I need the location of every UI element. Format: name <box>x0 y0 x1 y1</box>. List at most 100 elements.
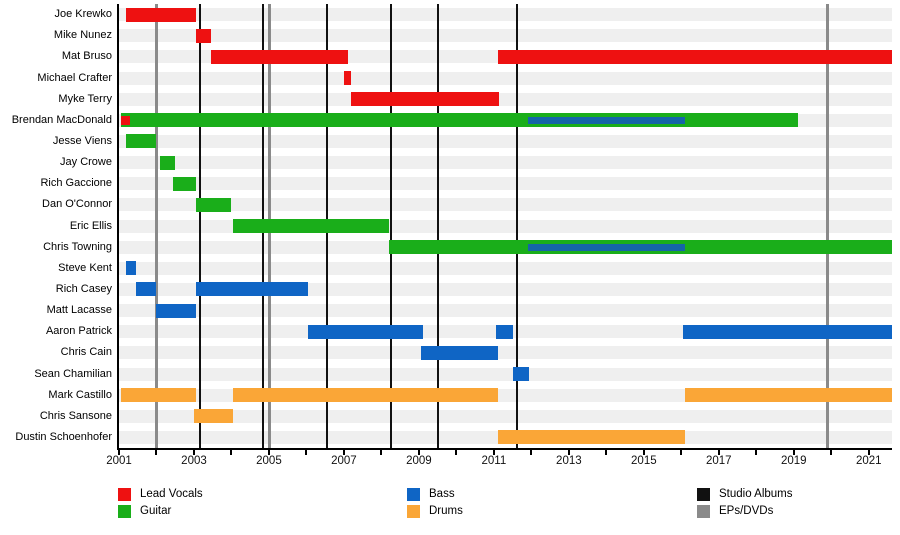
timeline-bar <box>351 92 500 107</box>
member-label: Dan O'Connor <box>42 198 112 211</box>
x-axis-tick-label: 2009 <box>406 455 432 467</box>
timeline-bar <box>126 7 196 22</box>
x-axis-tick <box>342 450 345 455</box>
timeline-bar <box>420 345 498 360</box>
timeline-bar <box>685 388 892 403</box>
x-axis-tick <box>155 450 158 455</box>
legend-swatch <box>697 488 710 501</box>
timeline-bar <box>195 282 309 297</box>
timeline-bar <box>193 409 234 424</box>
timeline-bar <box>173 176 196 191</box>
studio-album-line <box>198 4 201 448</box>
timeline-bar <box>195 197 232 212</box>
row-stripe <box>119 304 892 318</box>
x-axis-tick-label: 2013 <box>556 455 582 467</box>
member-label: Eric Ellis <box>69 219 112 232</box>
legend-item: EPs/DVDs <box>697 505 877 519</box>
legend-swatch <box>407 488 420 501</box>
row-stripe <box>119 134 892 148</box>
legend-label: Studio Albums <box>719 488 793 500</box>
member-label: Mat Bruso <box>61 50 112 63</box>
x-axis-tick-label: 2007 <box>331 455 357 467</box>
member-label: Rich Gaccione <box>40 177 112 190</box>
legend-label: EPs/DVDs <box>719 505 774 517</box>
timeline-bar <box>233 388 498 403</box>
member-label: Mike Nunez <box>53 29 112 42</box>
x-axis-tick <box>830 450 833 455</box>
row-stripe <box>119 367 892 381</box>
timeline-bar <box>527 116 686 124</box>
x-axis-tick <box>717 450 720 455</box>
timeline-bar <box>527 243 686 251</box>
x-axis-tick <box>605 450 608 455</box>
member-label: Steve Kent <box>58 261 112 274</box>
member-label: Aaron Patrick <box>45 325 112 338</box>
legend-item: Drums <box>407 505 587 519</box>
timeline-bar <box>126 134 157 149</box>
timeline-bar <box>135 282 157 297</box>
x-axis-line <box>117 448 892 450</box>
timeline-bar <box>156 303 196 318</box>
timeline-bar <box>120 115 131 125</box>
row-stripe <box>119 282 892 296</box>
timeline-bar <box>512 367 530 381</box>
legend-label: Drums <box>429 505 463 517</box>
ep-dvd-line <box>154 4 158 448</box>
timeline-bar <box>233 219 389 233</box>
member-label: Michael Crafter <box>37 71 112 84</box>
member-label: Sean Chamilian <box>34 367 112 380</box>
timeline-bar <box>195 28 211 43</box>
studio-album-line <box>389 4 392 448</box>
legend-label: Guitar <box>140 505 172 517</box>
x-axis-tick <box>305 450 308 455</box>
x-axis-tick-label: 2003 <box>181 455 207 467</box>
row-stripe <box>119 8 892 22</box>
member-label: Jesse Viens <box>52 134 112 147</box>
studio-album-line <box>516 4 519 448</box>
timeline-bar <box>120 388 196 403</box>
x-axis-tick <box>492 450 495 455</box>
member-label: Chris Sansone <box>39 409 112 422</box>
x-axis-tick <box>530 450 533 455</box>
row-stripe <box>119 71 892 85</box>
member-label: Matt Lacasse <box>46 304 112 317</box>
x-axis-tick-label: 2019 <box>780 455 807 467</box>
plot-area <box>119 4 892 448</box>
x-axis-tick-label: 2015 <box>631 455 657 467</box>
x-axis-tick <box>192 450 195 455</box>
x-axis-tick <box>267 450 270 455</box>
row-stripe <box>119 29 892 43</box>
member-label: Mark Castillo <box>48 388 112 401</box>
timeline-bar <box>683 324 892 339</box>
member-label: Joe Krewko <box>54 8 112 21</box>
y-axis-line <box>117 4 119 450</box>
legend-swatch <box>118 505 131 518</box>
x-axis-tick <box>755 450 758 455</box>
x-axis-tick-label: 2005 <box>256 455 282 467</box>
x-axis-tick-label: 2001 <box>106 455 132 467</box>
member-label: Brendan MacDonald <box>11 113 112 126</box>
member-label: Dustin Schoenhofer <box>15 430 112 443</box>
member-label: Chris Cain <box>60 346 112 359</box>
legend-item: Lead Vocals <box>118 488 298 502</box>
member-label: Rich Casey <box>55 282 112 295</box>
x-axis-tick-label: 2011 <box>481 455 507 467</box>
x-axis-tick <box>642 450 645 455</box>
member-label: Chris Towning <box>43 240 112 253</box>
row-stripe <box>119 177 892 191</box>
legend-label: Lead Vocals <box>140 488 203 500</box>
member-label: Myke Terry <box>58 92 112 105</box>
x-axis-tick <box>118 450 120 455</box>
legend-swatch <box>697 505 710 518</box>
legend-item: Bass <box>407 488 587 502</box>
row-stripe <box>119 261 892 275</box>
studio-album-line <box>436 4 439 448</box>
timeline-bar <box>308 324 423 339</box>
x-axis-tick-label: 2017 <box>706 455 732 467</box>
row-stripe <box>119 409 892 423</box>
legend-swatch <box>407 505 420 518</box>
x-axis-tick <box>380 450 383 455</box>
row-stripe <box>119 92 892 106</box>
legend-swatch <box>118 488 131 501</box>
